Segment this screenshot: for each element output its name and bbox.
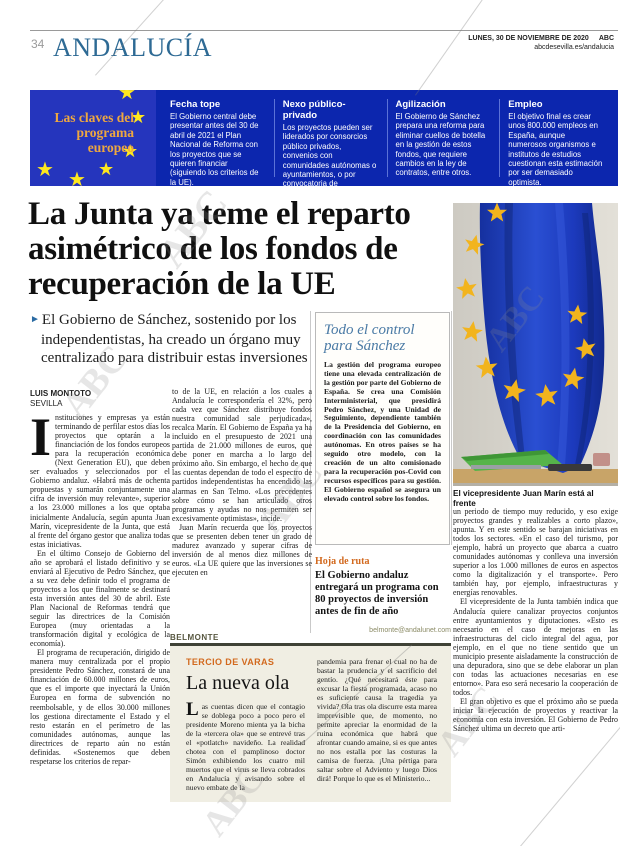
column-rule [451,311,452,545]
columnist-email[interactable]: belmonte@andalunet.com [369,627,451,634]
column-rule [310,311,311,633]
paragraph: pandemia para frenar el cual no ha de ba… [317,657,437,783]
drop-cap: I [30,407,52,467]
key-text: Los proyectos pueden ser liderados por c… [282,123,377,186]
control-box-body: La gestión del programa europeo tiene un… [324,360,441,503]
eu-star-icon: ★ [98,159,115,179]
subhead-text: El Gobierno de Sánchez, sostenido por lo… [41,312,308,366]
site-url[interactable]: abcdesevilla.es/andalucia [534,44,614,51]
eu-flag-panel: ★ ★ ★ ★ ★ ★ Las claves del programa euro… [30,90,156,186]
date-text: LUNES, 30 DE NOVIEMBRE DE 2020 [468,35,589,42]
key-title: Empleo [508,99,543,110]
key-text: El Gobierno central debe presentar antes… [170,112,259,186]
paragraph: El vicepresidente de la Junta también in… [453,597,618,697]
section-title: ANDALUCÍA [53,33,213,62]
paragraph: as cuentas dicen que el contagio se dobl… [186,702,305,792]
arrow-bullet-icon: ► [30,314,40,325]
roadmap-title: Hoja de ruta [315,556,370,567]
key-text: El Gobierno de Sánchez prepara una refor… [395,112,486,178]
key-item-empleo: Empleo El objetivo final es crear unos 8… [499,99,612,186]
control-sidebar-box: Todo el control para Sánchez La gestión … [315,312,450,545]
key-item-fecha-tope: Fecha tope El Gobierno central debe pres… [162,99,274,186]
opinion-title: La nueva ola [186,672,290,694]
key-title: Fecha tope [170,99,221,110]
paragraph: El gran objetivo es que el próximo año s… [453,696,618,734]
roadmap-body: El Gobierno andaluz entregará un program… [315,570,439,617]
article-column-2: to de la UE, en relación a los cuales a … [172,387,312,635]
opinion-kicker: TERCIO DE VARAS [186,657,275,667]
dateline: LUNES, 30 DE NOVIEMBRE DE 2020 ABC abcdes… [468,34,614,52]
eu-star-icon: ★ [118,90,136,104]
header-rule [30,30,618,31]
eu-star-icon: ★ [36,159,54,181]
page-number: 34 [31,37,45,51]
paragraph: to de la UE, en relación a los cuales a … [172,387,312,523]
eu-star-icon: ★ [122,141,139,161]
paragraph: nstituciones y empresas ya están termina… [30,413,170,549]
key-item-nexo: Nexo público-privado Los proyectos puede… [273,99,387,186]
paragraph: En el último Consejo de Gobierno del año… [30,548,170,649]
control-box-title: Todo el control para Sánchez [324,322,415,354]
article-column-3: un periodo de tiempo muy reducido, y eso… [453,507,618,837]
key-text: El objetivo final es crear unos 800.000 … [508,112,603,186]
paragraph: Juan Marín recuerda que los proyectos qu… [172,522,312,577]
key-item-agilizacion: Agilización El Gobierno de Sánchez prepa… [386,99,500,178]
eu-star-icon: ★ [130,107,147,127]
paragraph: El programa de recuperación, dirigido de… [30,648,170,766]
eu-star-icon: ★ [68,169,86,186]
byline-author: LUIS MONTOTO [30,389,92,398]
keys-columns: Fecha tope El Gobierno central debe pres… [156,90,618,186]
brand-logo: ABC [598,35,614,42]
key-title: Agilización [395,99,446,110]
article-headline: La Junta ya teme el reparto asimétrico d… [28,196,411,302]
opinion-right-column: pandemia para frenar el cual no ha de ba… [317,657,437,794]
keys-box-label: Las claves del programa europeo [54,110,135,155]
roadmap-note: Hoja de ruta El Gobierno andaluz entrega… [315,556,451,618]
key-title: Nexo público-privado [282,99,346,121]
program-keys-box: ★ ★ ★ ★ ★ ★ Las claves del programa euro… [30,90,618,186]
byline: LUIS MONTOTO SEVILLA [30,389,91,408]
drop-cap: L [186,699,199,720]
eu-flag-photo [453,202,618,486]
byline-location: SEVILLA [30,398,63,408]
photo-caption: El vicepresidente Juan Marín está al fre… [453,489,594,508]
columnist-name: BELMONTE [170,633,219,642]
article-subhead: ► El Gobierno de Sánchez, sostenido por l… [30,311,323,367]
paragraph: un periodo de tiempo muy reducido, y eso… [453,507,618,598]
